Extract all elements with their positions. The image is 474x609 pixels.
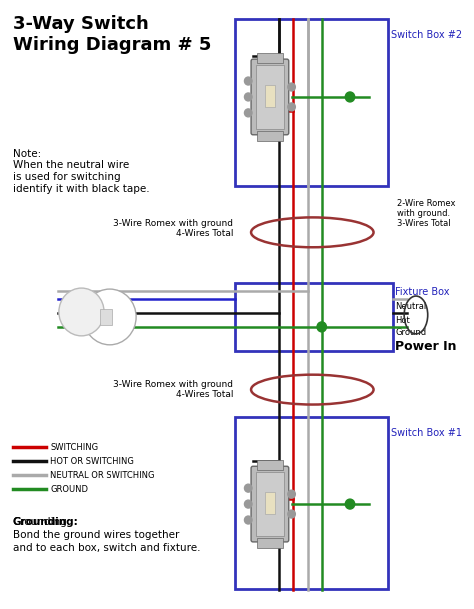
Circle shape	[317, 322, 327, 332]
Text: Switch Box #2: Switch Box #2	[392, 30, 463, 40]
Text: Grounding:
Bond the ground wires together
and to each box, switch and fixture.: Grounding: Bond the ground wires togethe…	[13, 517, 200, 554]
Bar	[257, 131, 283, 141]
Text: 3-Wire Romex with ground
4-Wires Total: 3-Wire Romex with ground 4-Wires Total	[113, 219, 233, 238]
Bar	[256, 472, 284, 536]
Bar	[257, 538, 283, 548]
Text: Ground: Ground	[395, 328, 426, 337]
Bar	[235, 283, 393, 351]
Circle shape	[245, 500, 252, 508]
Text: Neutral: Neutral	[395, 303, 427, 311]
Text: GROUND: GROUND	[50, 485, 88, 494]
Circle shape	[245, 93, 252, 101]
Circle shape	[345, 499, 355, 509]
Text: Fixture Box: Fixture Box	[395, 287, 450, 297]
Text: 2-Wire Romex
with ground.
3-Wires Total: 2-Wire Romex with ground. 3-Wires Total	[397, 199, 456, 228]
Text: Hot: Hot	[395, 317, 410, 325]
FancyBboxPatch shape	[251, 59, 289, 135]
Circle shape	[245, 484, 252, 492]
Circle shape	[288, 490, 295, 498]
Bar	[100, 309, 111, 325]
Bar	[257, 53, 283, 63]
Text: 3-Way Switch
Wiring Diagram # 5: 3-Way Switch Wiring Diagram # 5	[13, 15, 211, 54]
Text: SWITCHING: SWITCHING	[50, 443, 99, 452]
Circle shape	[288, 510, 295, 518]
Text: HOT OR SWITCHING: HOT OR SWITCHING	[50, 457, 134, 466]
Text: Switch Box #1: Switch Box #1	[392, 428, 463, 438]
Circle shape	[288, 103, 295, 111]
Text: NEUTRAL OR SWITCHING: NEUTRAL OR SWITCHING	[50, 471, 155, 480]
Bar	[257, 460, 283, 470]
FancyBboxPatch shape	[251, 466, 289, 542]
Bar	[256, 65, 284, 129]
Bar	[265, 85, 274, 107]
Text: Grounding:: Grounding:	[13, 517, 78, 527]
Text: Note:
When the neutral wire
is used for switching
identify it with black tape.: Note: When the neutral wire is used for …	[13, 149, 149, 194]
Circle shape	[288, 83, 295, 91]
Circle shape	[245, 516, 252, 524]
Circle shape	[245, 109, 252, 117]
Text: 3-Wire Romex with ground
4-Wires Total: 3-Wire Romex with ground 4-Wires Total	[113, 380, 233, 400]
Circle shape	[83, 289, 136, 345]
Bar	[235, 418, 388, 589]
Circle shape	[345, 92, 355, 102]
Circle shape	[245, 77, 252, 85]
Bar	[235, 19, 388, 186]
Text: Power In: Power In	[395, 340, 457, 353]
Circle shape	[59, 288, 104, 336]
Bar	[265, 492, 274, 514]
